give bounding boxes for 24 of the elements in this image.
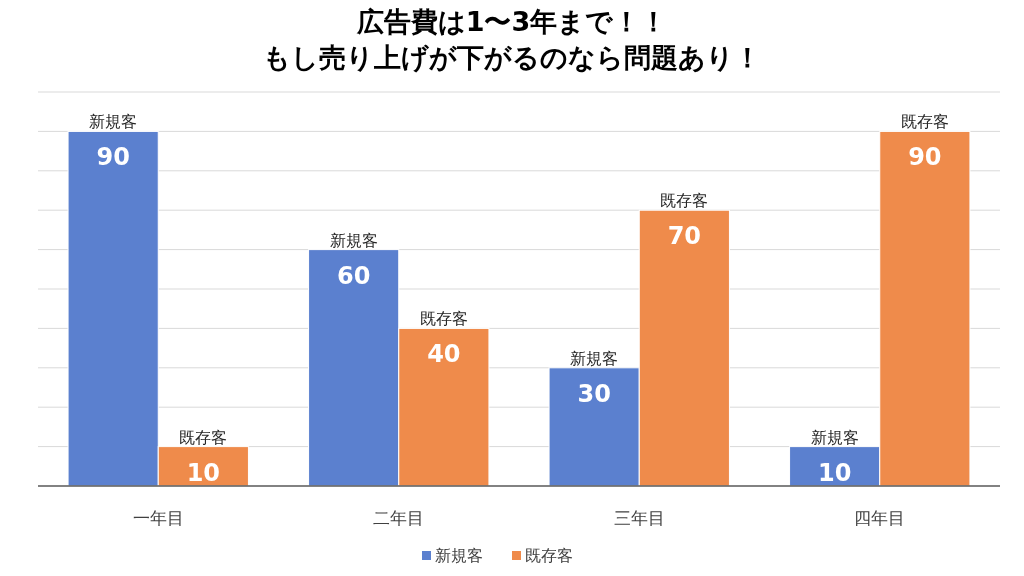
- data-label: 70: [667, 222, 702, 251]
- data-label: 40: [427, 340, 461, 369]
- text: 新規客: [570, 348, 619, 368]
- legend-label: 新規客: [435, 546, 483, 565]
- text: 新規客: [89, 112, 138, 132]
- data-label: 30: [577, 379, 611, 408]
- text: 新規客: [810, 427, 859, 447]
- chart-subtitle: もし売り上げが下がるのなら問題あり！: [263, 42, 761, 73]
- chart-title: 広告費は1〜3年まで！！: [355, 6, 668, 37]
- data-label: 10: [186, 458, 221, 487]
- x-tick-label: 四年目: [854, 508, 906, 528]
- text: 既存客: [660, 191, 709, 211]
- text: 新規客: [329, 230, 378, 250]
- data-label: 90: [908, 143, 942, 172]
- x-tick-label: 一年目: [132, 508, 184, 528]
- data-label: 90: [96, 143, 130, 172]
- x-tick-label: 二年目: [373, 508, 425, 528]
- text: 既存客: [419, 309, 468, 329]
- text: 既存客: [179, 427, 228, 447]
- x-tick-label: 三年目: [613, 508, 665, 528]
- text: 既存客: [900, 112, 949, 132]
- data-label: 60: [336, 261, 371, 290]
- legend-label: 既存客: [525, 546, 573, 565]
- data-label: 10: [817, 458, 852, 487]
